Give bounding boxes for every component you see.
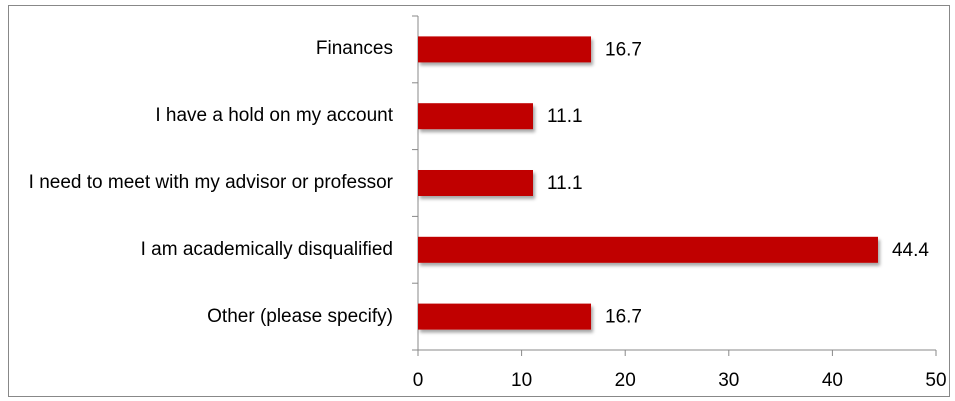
value-label: 44.4	[892, 240, 929, 261]
bar	[418, 170, 533, 196]
y-tick-label: Other (please specify)	[207, 305, 393, 327]
category-label-box: I am academically disqualified	[3, 220, 393, 280]
y-tick-label: Finances	[315, 38, 393, 60]
bar	[418, 236, 878, 263]
x-tick-label: 20	[615, 370, 636, 391]
category-label-box: Finances	[3, 19, 393, 79]
category-label-box: I have a hold on my account	[3, 86, 393, 146]
y-tick-label: I need to meet with my advisor or profes…	[28, 172, 393, 193]
value-label: 11.1	[547, 173, 583, 194]
y-tick-label: I have a hold on my account	[155, 105, 393, 127]
bar	[418, 303, 592, 330]
bar	[418, 103, 533, 130]
x-tick-label: 30	[718, 370, 739, 391]
x-tick-label: 10	[511, 370, 532, 391]
chart-border	[8, 5, 950, 397]
x-tick-label: 0	[413, 370, 424, 391]
category-label-box: I need to meet with my advisor or profes…	[3, 153, 393, 213]
value-label: 11.1	[547, 106, 583, 127]
x-tick-label: 50	[925, 370, 946, 391]
bar	[418, 36, 592, 63]
x-tick-label: 40	[822, 370, 843, 391]
value-label: 16.7	[605, 39, 642, 60]
value-label: 16.7	[605, 307, 642, 328]
y-tick-label: I am academically disqualified	[140, 238, 393, 260]
category-label-box: Other (please specify)	[3, 287, 393, 347]
